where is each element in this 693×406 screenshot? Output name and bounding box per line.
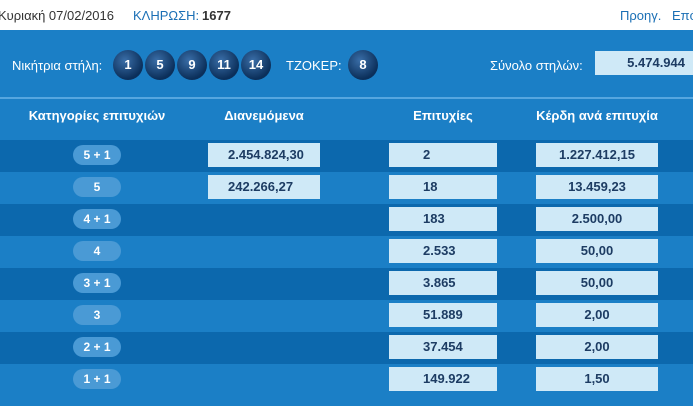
table-row: 4 2.533 50,00	[0, 236, 693, 268]
winners-cell: 3.865	[389, 271, 497, 295]
prize-cell: 2.500,00	[536, 207, 658, 231]
table-row: 1 + 1 149.922 1,50	[0, 364, 693, 396]
winners-cell: 2.533	[389, 239, 497, 263]
draw-label: ΚΛΗΡΩΣΗ:	[133, 8, 200, 23]
total-columns-label: Σύνολο στηλών:	[490, 58, 583, 73]
prize-cell: 50,00	[536, 271, 658, 295]
joker-ball: 8	[348, 50, 378, 80]
prize-cell: 13.459,23	[536, 175, 658, 199]
distributed-cell: 2.454.824,30	[208, 143, 320, 167]
category-badge: 5	[73, 177, 121, 197]
category-badge: 5 + 1	[73, 145, 121, 165]
table-row: 5 + 1 2.454.824,30 2 1.227.412,15	[0, 140, 693, 172]
table-row: 3 + 1 3.865 50,00	[0, 268, 693, 300]
draw-number: 1677	[202, 8, 231, 23]
results-panel: Νικήτρια στήλη: 1 5 9 11 14 ΤΖΟΚΕΡ: 8 Σύ…	[0, 30, 693, 406]
divider	[0, 97, 693, 99]
winners-cell: 18	[389, 175, 497, 199]
winning-ball: 11	[209, 50, 239, 80]
table-row: 3 51.889 2,00	[0, 300, 693, 332]
header-distributed: Διανεμόμενα	[224, 108, 304, 123]
joker-label: ΤΖΟΚΕΡ:	[286, 58, 342, 73]
header-winners: Επιτυχίες	[413, 108, 473, 123]
prize-cell: 2,00	[536, 335, 658, 359]
winners-cell: 2	[389, 143, 497, 167]
header-categories: Κατηγορίες επιτυχιών	[28, 108, 166, 123]
category-badge: 3 + 1	[73, 273, 121, 293]
winners-cell: 183	[389, 207, 497, 231]
distributed-cell: 242.266,27	[208, 175, 320, 199]
winning-row: Νικήτρια στήλη: 1 5 9 11 14 ΤΖΟΚΕΡ: 8 Σύ…	[0, 30, 693, 96]
next-draw-link[interactable]: Επό	[672, 8, 693, 23]
top-bar: Κυριακή 07/02/2016 ΚΛΗΡΩΣΗ: 1677 Προηγ. …	[0, 0, 693, 30]
header-prize: Κέρδη ανά επιτυχία	[536, 108, 658, 123]
table-row: 4 + 1 183 2.500,00	[0, 204, 693, 236]
prize-cell: 1,50	[536, 367, 658, 391]
winners-cell: 51.889	[389, 303, 497, 327]
category-badge: 2 + 1	[73, 337, 121, 357]
winning-ball: 1	[113, 50, 143, 80]
prize-cell: 2,00	[536, 303, 658, 327]
winning-ball: 14	[241, 50, 271, 80]
category-badge: 1 + 1	[73, 369, 121, 389]
winning-ball: 5	[145, 50, 175, 80]
winners-cell: 149.922	[389, 367, 497, 391]
draw-date: Κυριακή 07/02/2016	[0, 8, 114, 23]
category-badge: 4	[73, 241, 121, 261]
table-row: 2 + 1 37.454 2,00	[0, 332, 693, 364]
category-badge: 3	[73, 305, 121, 325]
prize-cell: 1.227.412,15	[536, 143, 658, 167]
winning-label: Νικήτρια στήλη:	[12, 58, 103, 73]
previous-draw-link[interactable]: Προηγ.	[620, 8, 662, 23]
prize-cell: 50,00	[536, 239, 658, 263]
category-badge: 4 + 1	[73, 209, 121, 229]
winners-cell: 37.454	[389, 335, 497, 359]
total-columns-value: 5.474.944	[595, 51, 693, 75]
table-row: 5 242.266,27 18 13.459,23	[0, 172, 693, 204]
winning-ball: 9	[177, 50, 207, 80]
